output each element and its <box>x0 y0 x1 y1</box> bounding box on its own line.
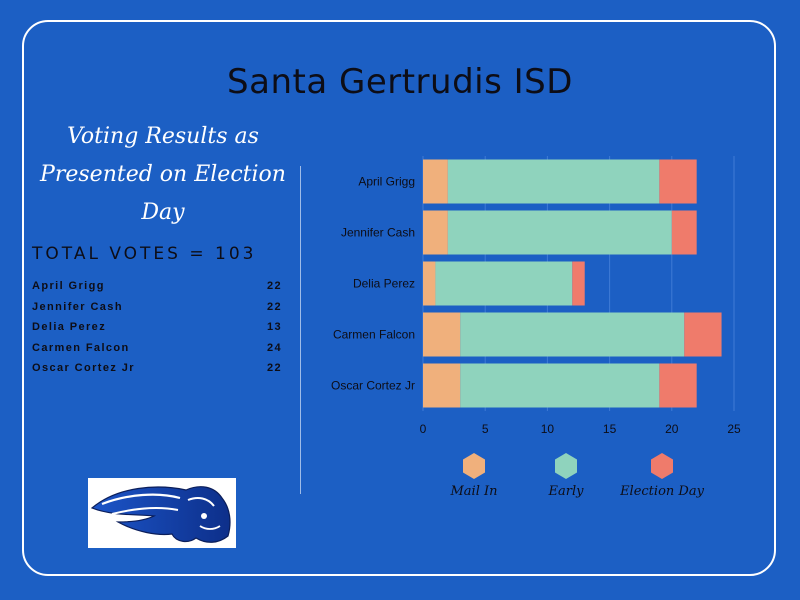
subtitle-line-2: Presented on Election Day <box>40 162 286 225</box>
x-tick-label: 0 <box>420 422 427 436</box>
hexagon-icon <box>651 453 673 479</box>
candidate-total: 24 <box>266 341 282 354</box>
bar-election-day <box>659 159 697 204</box>
candidate-name: Carmen Falcon <box>32 341 130 354</box>
bar-mail-in <box>423 210 448 255</box>
bar-mail-in <box>423 159 448 204</box>
x-tick-label: 10 <box>541 422 555 436</box>
category-label: Jennifer Cash <box>341 226 415 240</box>
legend-item-early: Early <box>516 452 616 499</box>
page-title: Santa Gertrudis ISD <box>227 62 573 102</box>
bar-early <box>435 261 573 306</box>
bar-election-day <box>659 363 697 408</box>
bar-mail-in <box>423 363 461 408</box>
legend-label: Early <box>548 484 584 499</box>
category-label: Delia Perez <box>353 277 415 291</box>
subtitle: Voting Results as Presented on Election … <box>28 118 298 232</box>
bar-early <box>460 312 685 357</box>
bar-election-day <box>671 210 697 255</box>
candidate-total: 13 <box>266 321 282 333</box>
candidate-total: 22 <box>266 300 282 313</box>
legend-label: Election Day <box>620 484 704 499</box>
total-votes: TOTAL VOTES = 103 <box>32 244 257 264</box>
x-tick-label: 5 <box>482 422 489 436</box>
candidate-name: Jennifer Cash <box>32 300 123 313</box>
candidate-row: Jennifer Cash 22 <box>32 301 282 322</box>
candidate-total: 22 <box>266 280 282 292</box>
bar-early <box>460 363 660 408</box>
candidate-row: April Grigg 22 <box>32 280 282 301</box>
x-tick-label: 20 <box>665 422 679 436</box>
stacked-bar-chart: April Grigg Jennifer Cash Delia Perez Carme… <box>331 156 741 436</box>
school-logo <box>88 478 236 548</box>
candidate-name: April Grigg <box>32 280 105 292</box>
hexagon-icon <box>463 453 485 479</box>
bar-mail-in <box>423 312 461 357</box>
bar-election-day <box>684 312 722 357</box>
x-tick-label: 25 <box>727 422 741 436</box>
bar-early <box>447 210 672 255</box>
bar-early <box>447 159 660 204</box>
buffalo-mascot-icon <box>90 486 231 543</box>
category-label: Carmen Falcon <box>333 328 415 342</box>
candidate-row: Carmen Falcon 24 <box>32 342 282 363</box>
candidate-name: Oscar Cortez Jr <box>32 362 135 374</box>
candidate-row: Delia Perez 13 <box>32 321 282 342</box>
hexagon-icon <box>555 453 577 479</box>
bar-election-day <box>572 261 585 306</box>
chart-legend: Mail In Early Election Day <box>430 452 730 508</box>
legend-item-election-day: Election Day <box>612 452 712 499</box>
subtitle-line-1: Voting Results as <box>67 124 259 149</box>
candidate-total: 22 <box>266 362 282 374</box>
category-label: Oscar Cortez Jr <box>331 379 415 393</box>
candidate-row: Oscar Cortez Jr 22 <box>32 362 282 383</box>
legend-label: Mail In <box>450 484 498 499</box>
bar-mail-in <box>423 261 436 306</box>
candidate-name: Delia Perez <box>32 321 107 333</box>
x-tick-label: 15 <box>603 422 617 436</box>
category-label: April Grigg <box>358 175 415 189</box>
page-frame <box>22 20 776 576</box>
candidate-totals-list: April Grigg 22 Jennifer Cash 22 Delia Pe… <box>32 280 282 383</box>
vertical-divider <box>300 166 301 494</box>
legend-item-mail-in: Mail In <box>424 452 524 499</box>
